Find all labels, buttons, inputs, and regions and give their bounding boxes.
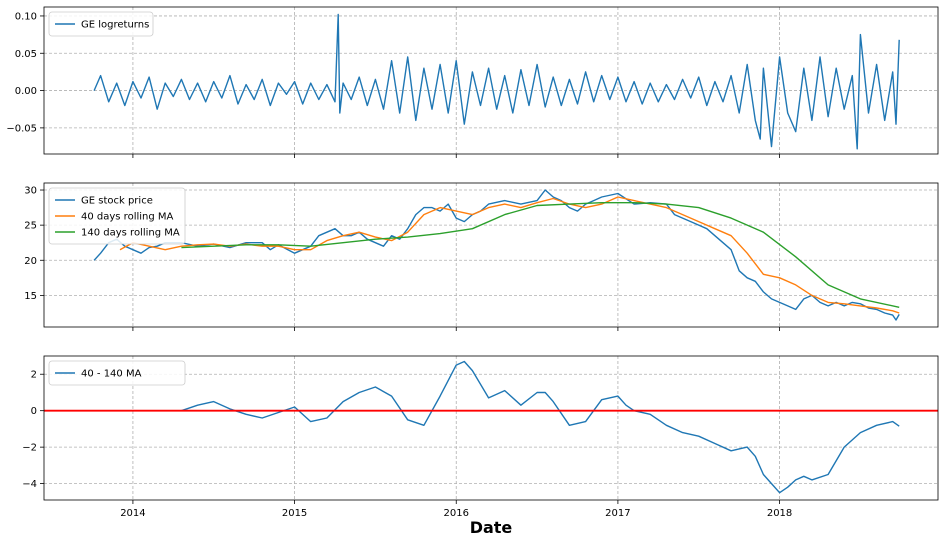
x-tick-label: 2017 <box>605 508 630 519</box>
y-tick-label: 2 <box>31 370 37 381</box>
y-tick-label: −2 <box>22 443 37 454</box>
y-tick-label: 0.00 <box>15 86 37 97</box>
legend-label: GE logreturns <box>81 20 149 31</box>
y-tick-label: 25 <box>24 221 37 232</box>
plot-area <box>93 13 900 150</box>
x-tick-label: 2018 <box>767 508 792 519</box>
axes-frame <box>43 355 939 501</box>
y-tick-label: 15 <box>24 291 37 302</box>
legend-box <box>48 11 154 37</box>
y-tick-label: 0 <box>31 406 37 417</box>
x-tick-label: 2015 <box>282 508 307 519</box>
x-tick-label: 2014 <box>120 508 145 519</box>
legend-box <box>48 360 186 386</box>
y-tick-label: 0.05 <box>15 49 37 60</box>
series-line <box>93 189 900 321</box>
y-tick-label: 30 <box>24 186 37 197</box>
legend-label: 40 - 140 MA <box>81 369 142 380</box>
x-axis-label: Date <box>470 518 513 537</box>
y-tick-label: 20 <box>24 256 37 267</box>
plot-area <box>44 360 938 494</box>
legend-label: 40 days rolling MA <box>81 212 174 223</box>
axes-frame <box>43 182 939 328</box>
x-tick-label: 2016 <box>444 508 469 519</box>
ma-difference-panel: −4 −2 0 2 2014 2015 2016 2017 2018 40 - 140 MA <box>22 355 939 519</box>
legend-label: GE stock price <box>81 196 153 207</box>
y-tick-label: −4 <box>22 479 37 490</box>
stock-price-panel: 15 20 25 30 GE stock price 40 days rolling MA… <box>24 182 939 331</box>
legend-label: 140 days rolling MA <box>81 228 180 239</box>
logreturns-panel: −0.05 0.00 0.05 0.10 GE logreturns <box>6 6 939 158</box>
axes-frame <box>43 6 939 155</box>
y-tick-label: −0.05 <box>6 123 37 134</box>
y-tick-label: 0.10 <box>15 11 37 22</box>
series-line <box>93 13 900 150</box>
series-line <box>181 360 900 494</box>
plot-area <box>93 189 900 321</box>
series-line <box>181 201 900 308</box>
legend-box <box>48 187 186 245</box>
